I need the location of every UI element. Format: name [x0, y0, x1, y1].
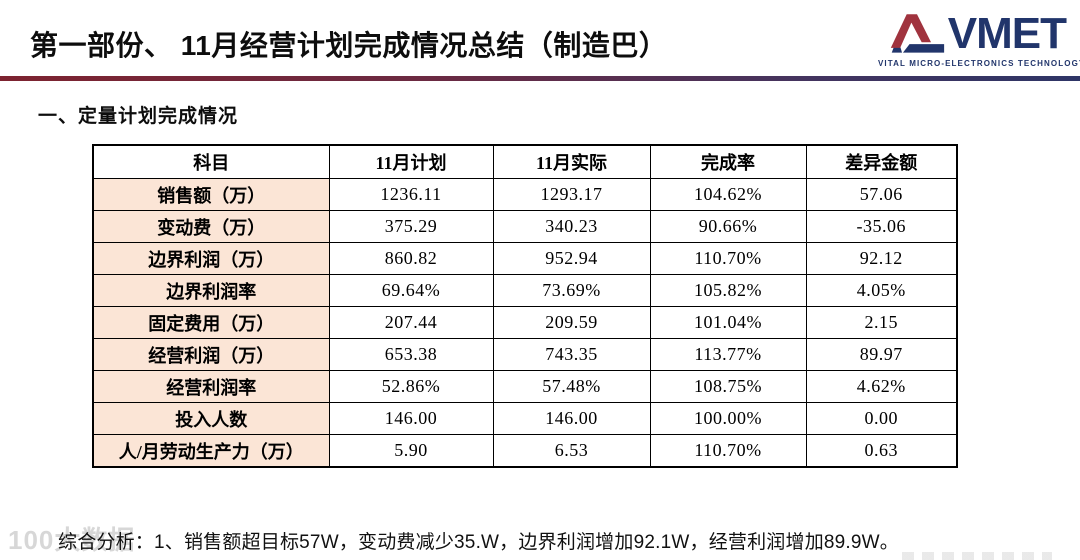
actual-cell: 340.23 [492, 210, 651, 243]
column-header-diff: 差异金额 [805, 144, 958, 179]
plan-cell: 69.64% [328, 274, 494, 307]
vmet-logo: VMET VITAL MICRO-ELECTRONICS TECHNOLOGY [878, 8, 1080, 69]
diff-cell: 4.05% [805, 274, 958, 307]
row-label-cell: 人/月劳动生产力（万） [92, 434, 330, 468]
actual-cell: 743.35 [492, 338, 651, 371]
table-header-row: 科目 11月计划 11月实际 完成率 差异金额 [92, 144, 958, 179]
column-header-plan: 11月计划 [328, 144, 494, 179]
table-row: 边界利润率 69.64% 73.69% 105.82% 4.05% [92, 274, 958, 307]
rate-cell: 104.62% [649, 178, 807, 211]
column-header-subject: 科目 [92, 144, 330, 179]
table-row: 固定费用（万） 207.44 209.59 101.04% 2.15 [92, 306, 958, 339]
actual-cell: 73.69% [492, 274, 651, 307]
plan-cell: 375.29 [328, 210, 494, 243]
row-label-cell: 投入人数 [92, 402, 330, 435]
diff-cell: 4.62% [805, 370, 958, 403]
slide-title: 第一部份、 11月经营计划完成情况总结（制造巴） [30, 30, 668, 61]
diff-cell: -35.06 [805, 210, 958, 243]
rate-cell: 110.70% [649, 434, 807, 468]
actual-cell: 952.94 [492, 242, 651, 275]
row-label-cell: 边界利润（万） [92, 242, 330, 275]
row-label-cell: 销售额（万） [92, 178, 330, 211]
table-row: 变动费（万） 375.29 340.23 90.66% -35.06 [92, 210, 958, 243]
actual-cell: 1293.17 [492, 178, 651, 211]
row-label-cell: 经营利润（万） [92, 338, 330, 371]
vmet-logo-row: VMET [878, 8, 1067, 58]
column-header-rate: 完成率 [649, 144, 807, 179]
row-label-cell: 经营利润率 [92, 370, 330, 403]
rate-cell: 113.77% [649, 338, 807, 371]
rate-cell: 105.82% [649, 274, 807, 307]
rate-cell: 100.00% [649, 402, 807, 435]
row-label-cell: 固定费用（万） [92, 306, 330, 339]
diff-cell: 89.97 [805, 338, 958, 371]
section-heading: 一、定量计划完成情况 [38, 106, 239, 127]
table-row: 经营利润率 52.86% 57.48% 108.75% 4.62% [92, 370, 958, 403]
title-divider [0, 76, 1080, 81]
table-row: 投入人数 146.00 146.00 100.00% 0.00 [92, 402, 958, 435]
actual-cell: 209.59 [492, 306, 651, 339]
diff-cell: 57.06 [805, 178, 958, 211]
column-header-actual: 11月实际 [492, 144, 651, 179]
vmet-logo-text: VMET [947, 9, 1067, 58]
rate-cell: 101.04% [649, 306, 807, 339]
plan-cell: 1236.11 [328, 178, 494, 211]
plan-cell: 207.44 [328, 306, 494, 339]
plan-cell: 52.86% [328, 370, 494, 403]
table-row: 边界利润（万） 860.82 952.94 110.70% 92.12 [92, 242, 958, 275]
vmet-triangle-icon [890, 14, 944, 53]
table-row: 经营利润（万） 653.38 743.35 113.77% 89.97 [92, 338, 958, 371]
diff-cell: 2.15 [805, 306, 958, 339]
row-label-cell: 变动费（万） [92, 210, 330, 243]
actual-cell: 6.53 [492, 434, 651, 468]
rate-cell: 110.70% [649, 242, 807, 275]
watermark: 100大数据 [8, 525, 136, 555]
row-label-cell: 边界利润率 [92, 274, 330, 307]
plan-cell: 653.38 [328, 338, 494, 371]
vmet-logo-tagline: VITAL MICRO-ELECTRONICS TECHNOLOGY [878, 59, 1080, 68]
diff-cell: 0.63 [805, 434, 958, 468]
rate-cell: 90.66% [649, 210, 807, 243]
summary-text: 综合分析：1、销售额超目标57W，变动费减少35.W，边界利润增加92.1W，经… [58, 532, 900, 553]
plan-cell: 146.00 [328, 402, 494, 435]
table-row: 销售额（万） 1236.11 1293.17 104.62% 57.06 [92, 178, 958, 211]
actual-cell: 146.00 [492, 402, 651, 435]
table-row: 人/月劳动生产力（万） 5.90 6.53 110.70% 0.63 [92, 434, 958, 468]
quantitative-plan-table: 科目 11月计划 11月实际 完成率 差异金额 销售额（万） 1236.11 1… [92, 144, 958, 468]
diff-cell: 92.12 [805, 242, 958, 275]
plan-cell: 860.82 [328, 242, 494, 275]
rate-cell: 108.75% [649, 370, 807, 403]
plan-cell: 5.90 [328, 434, 494, 468]
diff-cell: 0.00 [805, 402, 958, 435]
watermark-fragment [902, 552, 1052, 560]
actual-cell: 57.48% [492, 370, 651, 403]
